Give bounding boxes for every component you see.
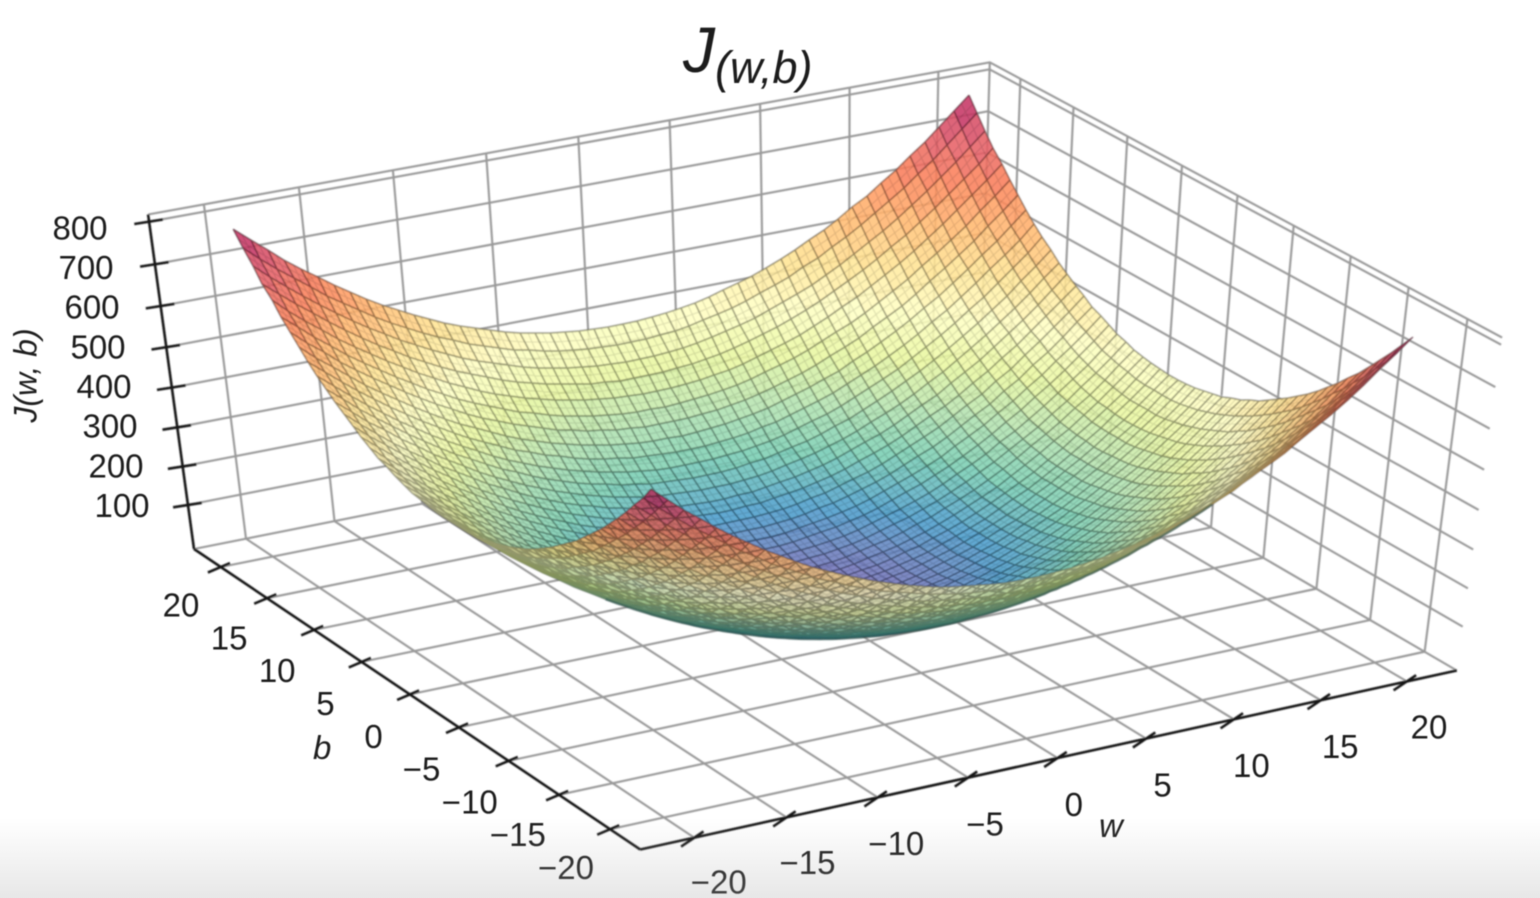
svg-text:10: 10 bbox=[259, 652, 296, 689]
svg-text:−10: −10 bbox=[442, 783, 498, 820]
svg-text:10: 10 bbox=[1233, 747, 1270, 784]
svg-text:600: 600 bbox=[64, 289, 119, 326]
svg-text:−15: −15 bbox=[490, 816, 546, 853]
svg-text:20: 20 bbox=[1411, 709, 1448, 746]
svg-text:−5: −5 bbox=[966, 805, 1004, 842]
svg-text:0: 0 bbox=[1065, 786, 1083, 823]
svg-text:−15: −15 bbox=[780, 844, 836, 881]
svg-text:0: 0 bbox=[364, 718, 382, 755]
svg-text:700: 700 bbox=[58, 249, 113, 286]
svg-text:200: 200 bbox=[88, 447, 143, 484]
svg-text:−20: −20 bbox=[691, 864, 747, 898]
svg-text:15: 15 bbox=[211, 619, 248, 656]
svg-text:5: 5 bbox=[316, 685, 334, 722]
svg-text:15: 15 bbox=[1322, 728, 1359, 765]
svg-text:800: 800 bbox=[52, 209, 107, 246]
svg-text:−10: −10 bbox=[868, 825, 924, 862]
svg-text:300: 300 bbox=[82, 408, 137, 445]
svg-text:−5: −5 bbox=[403, 751, 441, 788]
svg-text:−20: −20 bbox=[538, 849, 594, 886]
svg-text:5: 5 bbox=[1153, 767, 1171, 804]
svg-text:500: 500 bbox=[70, 328, 125, 365]
svg-text:400: 400 bbox=[76, 368, 131, 405]
svg-text:100: 100 bbox=[94, 487, 149, 524]
svg-text:20: 20 bbox=[163, 587, 200, 624]
